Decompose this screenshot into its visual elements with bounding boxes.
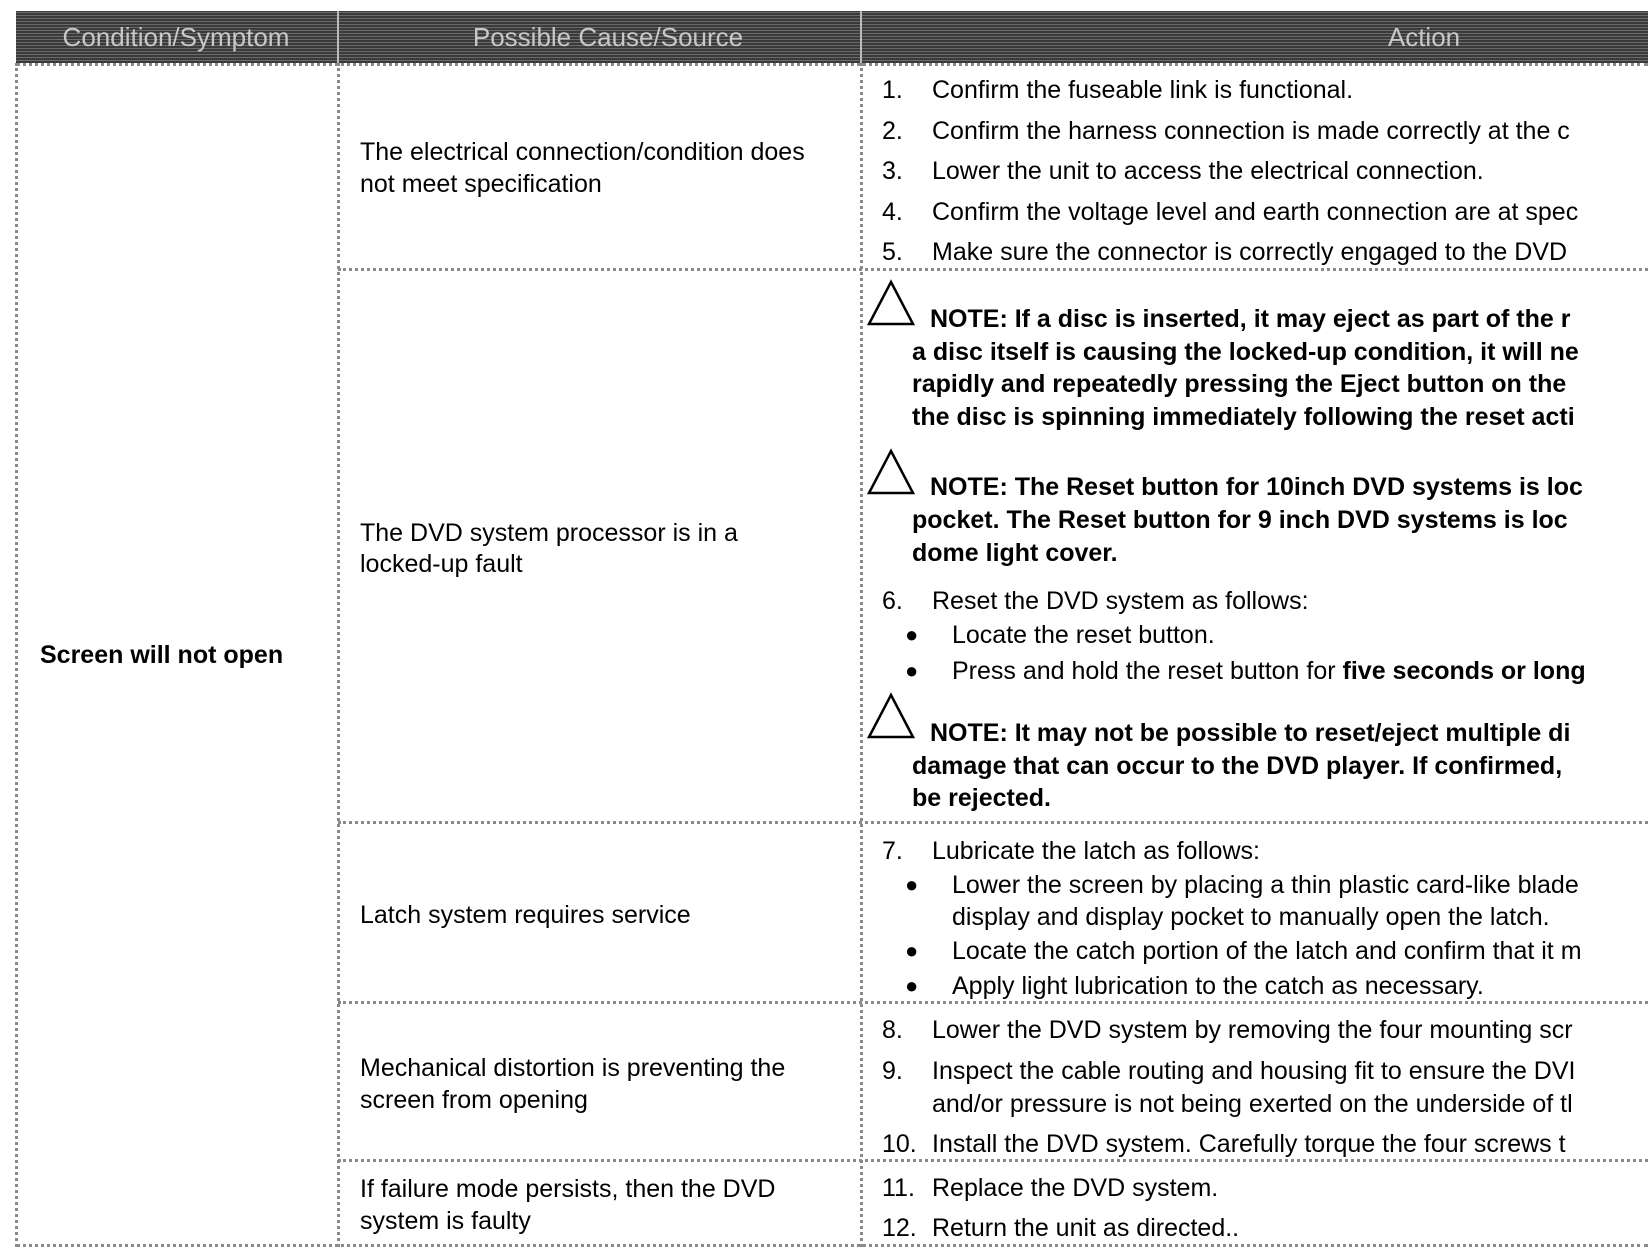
cause-text: The electrical connection/condition does xyxy=(360,138,805,166)
note-text: damage that can occur to the DVD player.… xyxy=(912,752,1563,780)
step-text: Confirm the fuseable link is functional. xyxy=(932,76,1354,104)
divider xyxy=(860,11,862,63)
bullet-icon: ● xyxy=(905,938,919,963)
header-cause: Possible Cause/Source xyxy=(472,22,744,52)
header-condition: Condition/Symptom xyxy=(62,22,290,52)
condition-cell: Screen will not open xyxy=(40,641,284,669)
cause-text: If failure mode persists, then the DVD xyxy=(360,1175,776,1203)
step-number: 11. xyxy=(882,1174,915,1202)
step-number: 7. xyxy=(882,837,903,865)
step-text: Lower the unit to access the electrical … xyxy=(932,157,1484,185)
bullet-text-bold: five seconds or long xyxy=(1342,657,1586,685)
bullet-icon: ● xyxy=(905,622,919,647)
cause-text: screen from opening xyxy=(360,1086,588,1114)
step-number: 8. xyxy=(882,1016,903,1044)
divider xyxy=(15,63,18,1247)
bullet-text: Lower the screen by placing a thin plast… xyxy=(952,871,1579,899)
step-text: Reset the DVD system as follows: xyxy=(932,587,1309,615)
bullet-icon: ● xyxy=(905,973,919,998)
table-header: Condition/Symptom Possible Cause/Source … xyxy=(16,11,1648,63)
note-text: the disc is spinning immediately followi… xyxy=(912,403,1575,431)
cause-text: The DVD system processor is in a xyxy=(360,519,738,547)
step-text: Install the DVD system. Carefully torque… xyxy=(932,1130,1566,1158)
step-text: Make sure the connector is correctly eng… xyxy=(932,238,1568,266)
cause-text: Mechanical distortion is preventing the xyxy=(360,1054,786,1082)
step-text: Confirm the voltage level and earth conn… xyxy=(932,198,1579,226)
step-number: 1. xyxy=(882,76,903,104)
step-number: 6. xyxy=(882,587,903,615)
step-text: and/or pressure is not being exerted on … xyxy=(932,1090,1573,1118)
note-text: NOTE: The Reset button for 10inch DVD sy… xyxy=(930,473,1583,501)
divider xyxy=(338,821,1648,824)
warning-triangle-icon xyxy=(866,448,916,495)
bullet-text: Locate the catch portion of the latch an… xyxy=(952,937,1582,965)
step-number: 10. xyxy=(882,1130,917,1158)
note-text: dome light cover. xyxy=(912,539,1118,567)
step-number: 12. xyxy=(882,1214,917,1242)
step-text: Lower the DVD system by removing the fou… xyxy=(932,1016,1573,1044)
cause-text: locked-up fault xyxy=(360,550,523,578)
note-text: be rejected. xyxy=(912,784,1051,812)
bullet-icon: ● xyxy=(905,658,919,683)
bullet-icon: ● xyxy=(905,872,919,897)
divider xyxy=(860,63,863,1247)
step-text: Replace the DVD system. xyxy=(932,1174,1219,1202)
step-text: Confirm the harness connection is made c… xyxy=(932,117,1570,145)
divider xyxy=(16,1244,1648,1247)
cause-text: not meet specification xyxy=(360,170,602,198)
step-text: Lubricate the latch as follows: xyxy=(932,837,1260,865)
note-text: pocket. The Reset button for 9 inch DVD … xyxy=(912,506,1568,534)
step-number: 4. xyxy=(882,198,903,226)
step-number: 5. xyxy=(882,238,903,266)
step-number: 2. xyxy=(882,117,903,145)
divider xyxy=(338,1001,1648,1004)
step-text: Return the unit as directed.. xyxy=(932,1214,1240,1242)
divider xyxy=(338,1159,1648,1162)
bullet-text: Locate the reset button. xyxy=(952,621,1215,649)
note-text: NOTE: It may not be possible to reset/ej… xyxy=(930,719,1571,747)
step-text: Inspect the cable routing and housing fi… xyxy=(932,1057,1576,1085)
step-number: 3. xyxy=(882,157,903,185)
bullet-text: display and display pocket to manually o… xyxy=(952,903,1550,931)
warning-triangle-icon xyxy=(866,279,916,326)
divider xyxy=(16,63,1648,66)
note-text: a disc itself is causing the locked-up c… xyxy=(912,338,1579,366)
warning-triangle-icon xyxy=(866,692,916,739)
note-text: NOTE: If a disc is inserted, it may ejec… xyxy=(930,305,1571,333)
cause-text: Latch system requires service xyxy=(360,901,691,929)
divider xyxy=(338,268,1648,271)
note-text: rapidly and repeatedly pressing the Ejec… xyxy=(912,370,1567,398)
divider xyxy=(337,63,340,1247)
cause-text: system is faulty xyxy=(360,1207,531,1235)
bullet-text: Apply light lubrication to the catch as … xyxy=(952,972,1484,1000)
header-action: Action xyxy=(1387,22,1461,52)
step-number: 9. xyxy=(882,1057,903,1085)
bullet-text: Press and hold the reset button for five… xyxy=(952,656,1586,686)
divider xyxy=(337,11,339,63)
bullet-text-regular: Press and hold the reset button for xyxy=(952,657,1343,685)
